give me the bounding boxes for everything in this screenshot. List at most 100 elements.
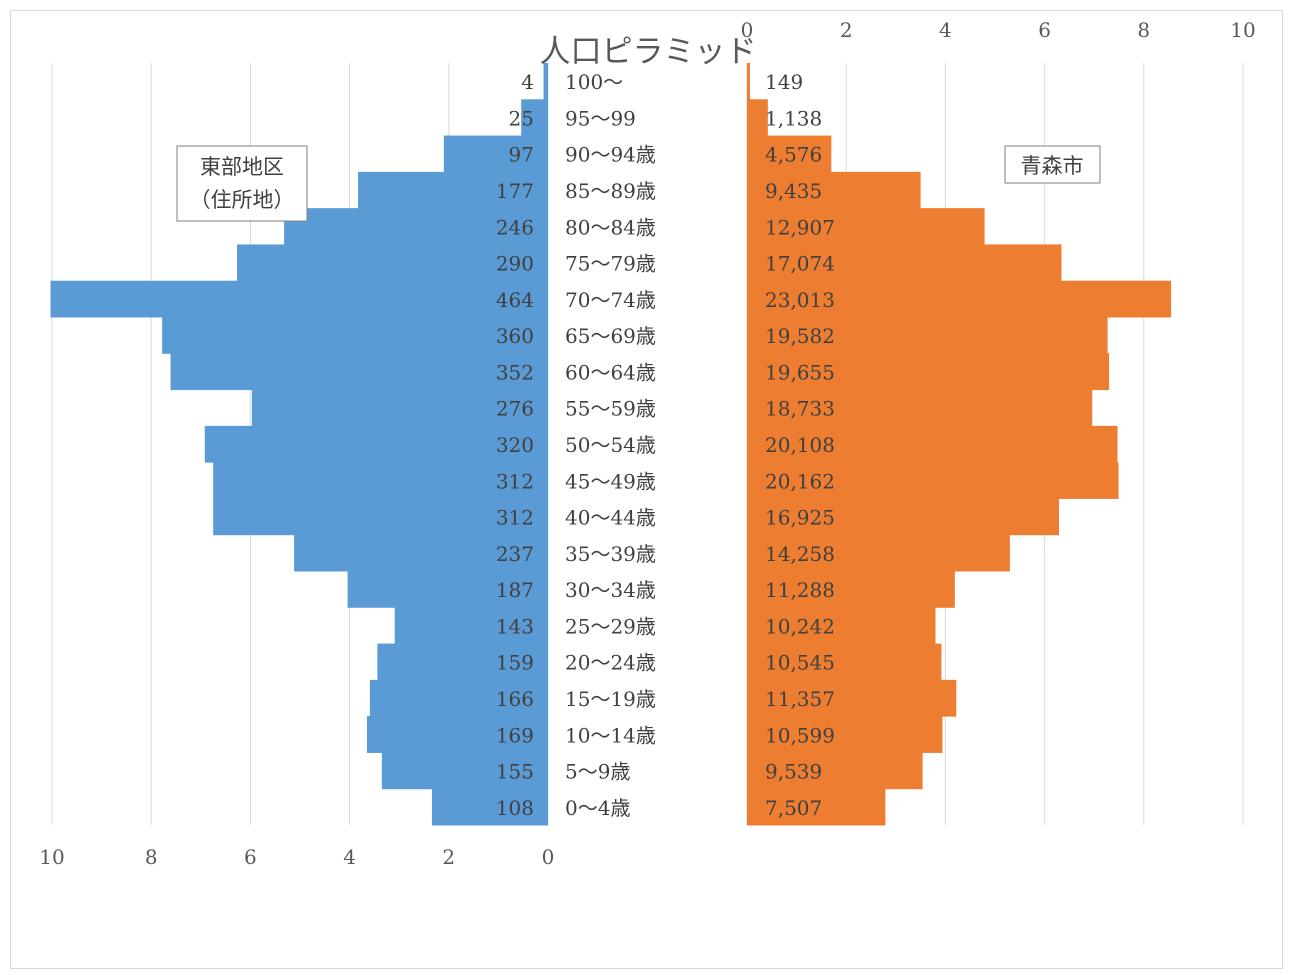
count-label-right: 17,074: [765, 252, 835, 276]
bar-right-10: [747, 425, 1118, 463]
bar-right-4: [747, 208, 985, 245]
chart-title: 人口ピラミッド: [540, 34, 757, 70]
bar-left-14: [347, 571, 548, 608]
count-label-right: 20,162: [765, 469, 835, 493]
category-label: 50～54歳: [565, 433, 656, 457]
count-label-left: 312: [496, 469, 534, 493]
bar-right-13: [747, 534, 1010, 572]
bar-left-3: [358, 171, 548, 209]
category-label: 45～49歳: [565, 469, 656, 493]
legend-right-box: [1004, 145, 1101, 184]
bar-left-12: [213, 498, 548, 536]
right-axis-tick: 2: [840, 18, 853, 42]
count-label-right: 1,138: [765, 106, 822, 130]
category-label: 95～99: [565, 106, 636, 130]
count-label-left: 169: [496, 723, 534, 747]
count-label-left: 159: [496, 651, 534, 675]
count-label-right: 11,288: [765, 578, 835, 602]
bar-right-14: [747, 571, 955, 608]
count-label-right: 18,733: [765, 397, 835, 421]
category-label: 70～74歳: [565, 288, 656, 312]
category-label: 55～59歳: [565, 397, 656, 421]
count-label-left: 97: [509, 143, 534, 167]
count-label-right: 10,242: [765, 614, 835, 638]
bar-left-7: [162, 317, 548, 354]
count-label-right: 14,258: [765, 542, 835, 566]
bars: [50, 63, 1172, 826]
count-label-right: 19,582: [765, 324, 835, 348]
category-label: 40～44歳: [565, 506, 656, 530]
count-label-left: 177: [496, 179, 534, 203]
count-label-left: 237: [496, 542, 534, 566]
bar-right-5: [747, 244, 1062, 282]
bar-left-11: [213, 462, 548, 499]
bar-right-2: [747, 135, 832, 173]
bar-right-19: [747, 752, 923, 790]
right-axis-tick: 4: [939, 18, 952, 42]
category-label: 85～89歳: [565, 179, 656, 203]
category-label: 75～79歳: [565, 252, 656, 276]
count-label-left: 290: [496, 252, 534, 276]
legend-right-label: 青森市: [1021, 154, 1084, 178]
left-axis-tick: 0: [542, 845, 555, 869]
bar-left-5: [237, 244, 548, 282]
legend-left-line1: 東部地区: [200, 155, 284, 179]
legend-left-box: [176, 145, 308, 222]
count-label-right: 20,108: [765, 433, 835, 457]
count-label-right: 149: [765, 70, 803, 94]
left-axis-tick: 6: [244, 845, 257, 869]
bar-right-1: [747, 99, 768, 137]
left-axis-tick: 4: [343, 845, 356, 869]
legend-left-line2: （住所地）: [190, 188, 295, 212]
bar-right-11: [747, 462, 1119, 499]
bar-right-18: [747, 716, 943, 753]
category-label: 90～94歳: [565, 143, 656, 167]
category-label: 5～9歳: [565, 760, 630, 784]
bar-left-20: [431, 788, 548, 826]
count-label-left: 312: [496, 506, 534, 530]
category-label: 15～19歳: [565, 687, 656, 711]
bar-left-9: [251, 389, 548, 427]
count-label-right: 23,013: [765, 288, 835, 312]
count-label-left: 155: [496, 760, 534, 784]
count-label-right: 11,357: [765, 687, 835, 711]
count-label-left: 352: [496, 360, 534, 384]
bar-left-2: [443, 135, 548, 173]
bar-left-8: [170, 353, 548, 391]
category-label: 10～14歳: [565, 723, 656, 747]
count-label-left: 246: [496, 215, 534, 239]
bar-left-0: [543, 63, 548, 100]
left-axis-tick: 8: [145, 845, 158, 869]
category-label: 65～69歳: [565, 324, 656, 348]
left-axis-tick: 2: [442, 845, 455, 869]
count-label-left: 276: [496, 397, 534, 421]
count-label-right: 16,925: [765, 506, 835, 530]
bar-right-6: [747, 280, 1172, 318]
count-label-left: 166: [496, 687, 534, 711]
bar-right-16: [747, 643, 942, 681]
count-label-left: 464: [496, 288, 534, 312]
count-label-left: 25: [509, 106, 534, 130]
right-axis-tick: 10: [1230, 18, 1255, 42]
count-label-right: 19,655: [765, 360, 835, 384]
category-label: 20～24歳: [565, 651, 656, 675]
bar-right-0: [747, 63, 750, 100]
count-label-left: 187: [496, 578, 534, 602]
count-label-right: 10,545: [765, 651, 835, 675]
count-label-right: 7,507: [765, 796, 822, 820]
bar-left-19: [381, 752, 548, 790]
bar-left-1: [521, 99, 548, 137]
bar-right-8: [747, 353, 1110, 391]
count-label-left: 320: [496, 433, 534, 457]
data-labels: 4 100～ 149 25 95～99 1,138 97 90～94歳 4,576 177 85～8…: [496, 70, 835, 820]
bar-left-10: [204, 425, 548, 463]
category-label: 80～84歳: [565, 215, 656, 239]
right-axis-tick: 6: [1038, 18, 1051, 42]
bar-right-9: [747, 389, 1093, 427]
count-label-right: 4,576: [765, 143, 822, 167]
right-axis-tick: 8: [1137, 18, 1150, 42]
count-label-left: 143: [496, 614, 534, 638]
count-label-left: 4: [521, 70, 534, 94]
bar-left-15: [394, 607, 548, 645]
